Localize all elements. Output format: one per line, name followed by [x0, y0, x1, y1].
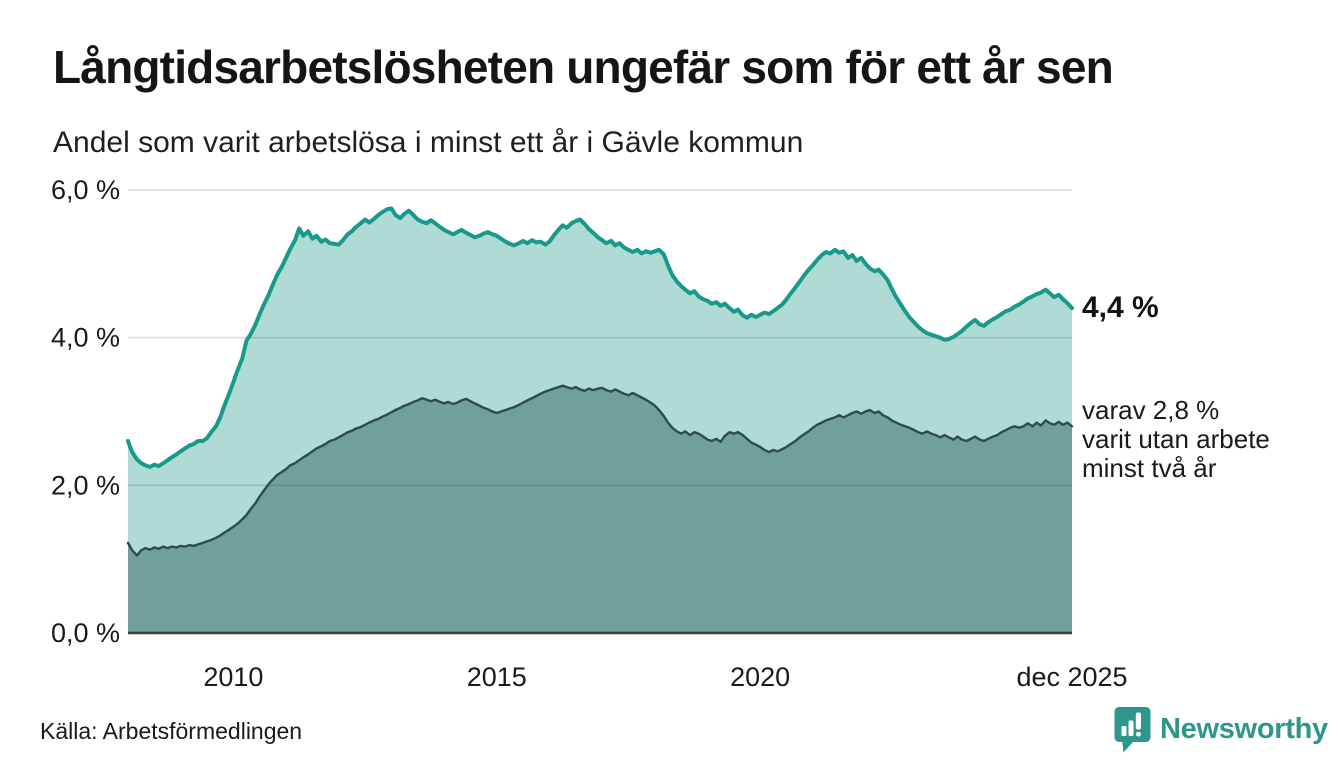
- x-tick-label: 2015: [467, 662, 527, 692]
- newsworthy-brand: Newsworthy: [1114, 706, 1328, 753]
- newsworthy-brand-text: Newsworthy: [1160, 713, 1328, 745]
- subset-label-line: minst två år: [1082, 453, 1217, 483]
- source-attribution: Källa: Arbetsförmedlingen: [40, 718, 303, 744]
- series-line-2: [126, 384, 1074, 557]
- page-title: Långtidsarbetslösheten ungefär som för e…: [53, 41, 1114, 93]
- y-tick-label: 4,0 %: [51, 323, 120, 353]
- series-line-1: [126, 206, 1074, 469]
- y-tick-label: 0,0 %: [51, 618, 120, 648]
- y-tick-label: 6,0 %: [51, 175, 120, 205]
- chart-subtitle: Andel som varit arbetslösa i minst ett å…: [53, 126, 804, 159]
- y-tick-label: 2,0 %: [51, 470, 120, 500]
- end-value-label-total: 4,4 %: [1082, 291, 1159, 324]
- subset-label-line: varit utan arbete: [1082, 424, 1270, 454]
- x-tick-label: 2020: [730, 662, 790, 692]
- series-area-2: [128, 385, 1072, 633]
- end-value-label-subset: varav 2,8 % varit utan arbete minst två …: [1082, 396, 1270, 483]
- newsworthy-logo-icon: [1114, 707, 1151, 753]
- x-tick-label: 2010: [203, 662, 263, 692]
- x-tick-label: dec 2025: [1016, 662, 1127, 692]
- subset-label-line: varav 2,8 %: [1082, 395, 1220, 425]
